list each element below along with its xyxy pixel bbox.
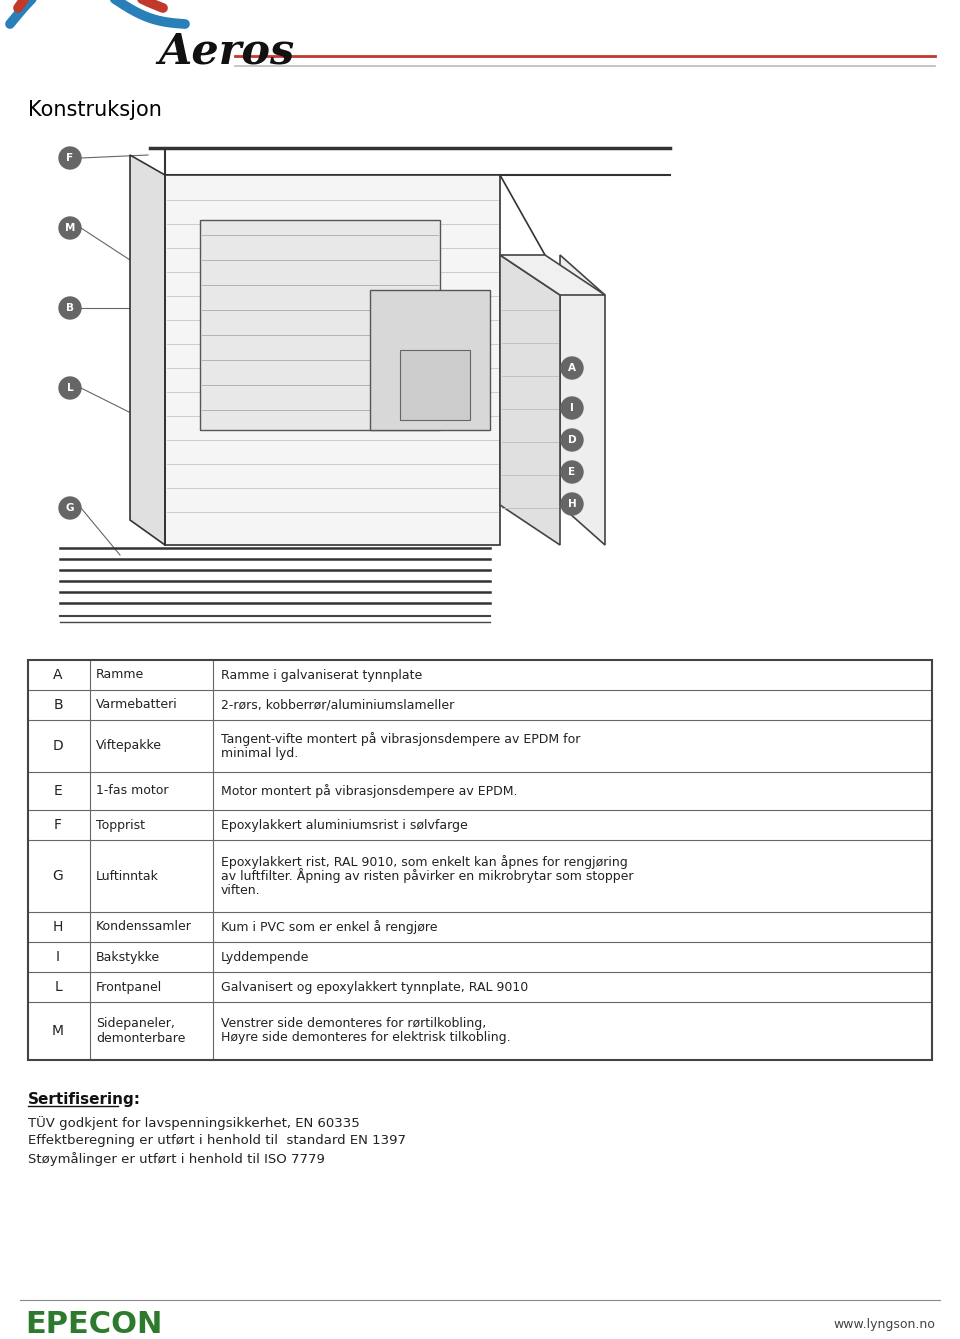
Text: Topprist: Topprist <box>96 818 145 832</box>
Text: B: B <box>53 698 62 712</box>
Circle shape <box>561 428 583 451</box>
Text: www.lyngson.no: www.lyngson.no <box>833 1318 935 1331</box>
Text: 2-rørs, kobberrør/aluminiumslameller: 2-rørs, kobberrør/aluminiumslameller <box>221 699 454 711</box>
Circle shape <box>561 493 583 516</box>
Text: F: F <box>54 818 62 832</box>
Text: I: I <box>570 403 574 412</box>
Text: H: H <box>53 920 63 935</box>
Text: Epoxylakkert aluminiumsrist i sølvfarge: Epoxylakkert aluminiumsrist i sølvfarge <box>221 818 468 832</box>
Polygon shape <box>500 254 605 295</box>
Polygon shape <box>165 175 500 545</box>
Circle shape <box>59 217 81 238</box>
Text: Varmebatteri: Varmebatteri <box>96 699 178 711</box>
Text: Galvanisert og epoxylakkert tynnplate, RAL 9010: Galvanisert og epoxylakkert tynnplate, R… <box>221 980 528 994</box>
Text: A: A <box>53 668 62 682</box>
Text: Aeros: Aeros <box>158 31 295 74</box>
Text: Ramme i galvaniserat tynnplate: Ramme i galvaniserat tynnplate <box>221 668 422 682</box>
Text: Frontpanel: Frontpanel <box>96 980 162 994</box>
Circle shape <box>561 461 583 483</box>
Text: 1-fas motor: 1-fas motor <box>96 785 169 798</box>
Text: Kum i PVC som er enkel å rengjøre: Kum i PVC som er enkel å rengjøre <box>221 920 438 935</box>
Circle shape <box>59 497 81 520</box>
Text: Sidepaneler,: Sidepaneler, <box>96 1018 175 1031</box>
Text: TÜV godkjent for lavspenningsikkerhet, EN 60335: TÜV godkjent for lavspenningsikkerhet, E… <box>28 1115 360 1130</box>
Polygon shape <box>500 254 560 545</box>
Polygon shape <box>370 291 490 430</box>
Text: Epoxylakkert rist, RAL 9010, som enkelt kan åpnes for rengjøring: Epoxylakkert rist, RAL 9010, som enkelt … <box>221 856 628 869</box>
Bar <box>28 660 932 1060</box>
Text: M: M <box>52 1024 64 1038</box>
Text: L: L <box>54 980 61 994</box>
Text: B: B <box>66 303 74 313</box>
Circle shape <box>561 396 583 419</box>
Text: Tangent-vifte montert på vibrasjonsdempere av EPDM for: Tangent-vifte montert på vibrasjonsdempe… <box>221 732 581 746</box>
Circle shape <box>59 297 81 319</box>
Polygon shape <box>130 155 165 545</box>
Text: Motor montert på vibrasjonsdempere av EPDM.: Motor montert på vibrasjonsdempere av EP… <box>221 785 517 798</box>
Text: G: G <box>65 503 74 513</box>
Text: Høyre side demonteres for elektrisk tilkobling.: Høyre side demonteres for elektrisk tilk… <box>221 1031 511 1044</box>
Text: Sertifisering:: Sertifisering: <box>28 1093 141 1107</box>
Text: E: E <box>568 467 576 477</box>
Text: av luftfilter. Åpning av risten påvirker en mikrobrytar som stopper: av luftfilter. Åpning av risten påvirker… <box>221 869 634 884</box>
Text: Ramme: Ramme <box>96 668 144 682</box>
Text: L: L <box>66 383 73 394</box>
Text: A: A <box>568 363 576 374</box>
Text: Venstrer side demonteres for rørtilkobling,: Venstrer side demonteres for rørtilkobli… <box>221 1018 487 1031</box>
Polygon shape <box>400 349 470 420</box>
Text: Luftinntak: Luftinntak <box>96 869 158 882</box>
Text: G: G <box>53 869 63 882</box>
Circle shape <box>561 358 583 379</box>
Text: E: E <box>54 785 62 798</box>
Text: F: F <box>66 153 74 163</box>
Text: D: D <box>567 435 576 445</box>
Polygon shape <box>560 254 605 545</box>
Text: Støymålinger er utført i henhold til ISO 7779: Støymålinger er utført i henhold til ISO… <box>28 1152 324 1166</box>
Text: M: M <box>65 224 75 233</box>
Text: Bakstykke: Bakstykke <box>96 951 160 964</box>
Text: minimal lyd.: minimal lyd. <box>221 747 299 759</box>
Text: D: D <box>53 739 63 753</box>
Text: Lyddempende: Lyddempende <box>221 951 309 964</box>
Text: H: H <box>567 499 576 509</box>
Text: Konstruksjon: Konstruksjon <box>28 100 162 121</box>
Polygon shape <box>200 220 440 430</box>
Circle shape <box>59 147 81 169</box>
Text: demonterbare: demonterbare <box>96 1031 185 1044</box>
Text: EPECON: EPECON <box>25 1310 162 1339</box>
Text: I: I <box>56 949 60 964</box>
Text: Effektberegning er utført i henhold til  standard EN 1397: Effektberegning er utført i henhold til … <box>28 1134 406 1148</box>
Text: Kondenssamler: Kondenssamler <box>96 920 192 933</box>
Circle shape <box>59 378 81 399</box>
Text: Viftepakke: Viftepakke <box>96 739 162 753</box>
Text: viften.: viften. <box>221 884 260 897</box>
